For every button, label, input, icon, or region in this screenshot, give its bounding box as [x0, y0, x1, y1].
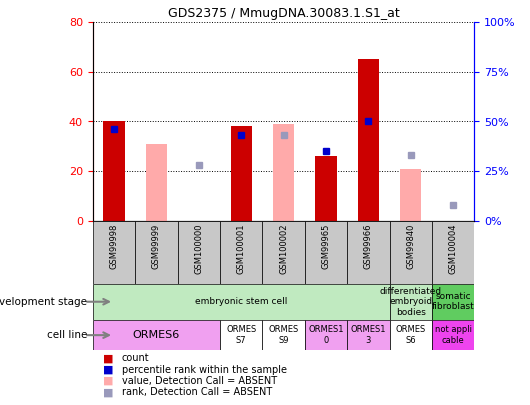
Bar [93, 284, 390, 320]
Text: ORMES6: ORMES6 [132, 330, 180, 340]
Bar [146, 144, 167, 221]
Text: GSM99840: GSM99840 [407, 224, 415, 269]
Bar [347, 221, 390, 284]
Text: GSM99965: GSM99965 [322, 224, 330, 269]
Bar [315, 156, 337, 221]
Bar [262, 221, 305, 284]
Text: GSM100004: GSM100004 [449, 224, 457, 274]
Text: embryonic stem cell: embryonic stem cell [195, 297, 287, 306]
Text: ORMES1
0: ORMES1 0 [308, 326, 343, 345]
Text: percentile rank within the sample: percentile rank within the sample [122, 365, 287, 375]
Text: GSM99998: GSM99998 [110, 224, 118, 269]
Text: ORMES
S7: ORMES S7 [226, 326, 257, 345]
Bar [103, 122, 125, 221]
Bar [135, 221, 178, 284]
Text: not appli
cable: not appli cable [435, 326, 472, 345]
Bar [400, 168, 421, 221]
Bar [390, 284, 432, 320]
Text: ■: ■ [103, 376, 114, 386]
Text: cell line: cell line [47, 330, 87, 340]
Text: ORMES1
3: ORMES1 3 [351, 326, 386, 345]
Text: GSM100001: GSM100001 [237, 224, 245, 274]
Text: ORMES
S9: ORMES S9 [268, 326, 299, 345]
Bar [220, 221, 262, 284]
Bar [432, 320, 474, 350]
Bar [358, 60, 379, 221]
Text: development stage: development stage [0, 297, 87, 307]
Text: GSM99999: GSM99999 [152, 224, 161, 269]
Bar [347, 320, 390, 350]
Text: GSM100000: GSM100000 [195, 224, 203, 274]
Bar [93, 221, 135, 284]
Text: ■: ■ [103, 388, 114, 397]
Text: GSM99966: GSM99966 [364, 224, 373, 269]
Bar [178, 221, 220, 284]
Bar [231, 126, 252, 221]
Text: ■: ■ [103, 365, 114, 375]
Text: ■: ■ [103, 354, 114, 363]
Text: count: count [122, 354, 149, 363]
Bar [305, 320, 347, 350]
Text: differentiated
embryoid
bodies: differentiated embryoid bodies [379, 287, 442, 317]
Bar [262, 320, 305, 350]
Text: GSM100002: GSM100002 [279, 224, 288, 274]
Text: value, Detection Call = ABSENT: value, Detection Call = ABSENT [122, 376, 277, 386]
Bar [220, 320, 262, 350]
Title: GDS2375 / MmugDNA.30083.1.S1_at: GDS2375 / MmugDNA.30083.1.S1_at [167, 7, 400, 20]
Bar [432, 284, 474, 320]
Bar [93, 320, 220, 350]
Bar [390, 221, 432, 284]
Bar [273, 124, 294, 221]
Text: rank, Detection Call = ABSENT: rank, Detection Call = ABSENT [122, 388, 272, 397]
Text: ORMES
S6: ORMES S6 [395, 326, 426, 345]
Bar [305, 221, 347, 284]
Bar [390, 320, 432, 350]
Text: somatic
fibroblast: somatic fibroblast [432, 292, 474, 311]
Bar [432, 221, 474, 284]
